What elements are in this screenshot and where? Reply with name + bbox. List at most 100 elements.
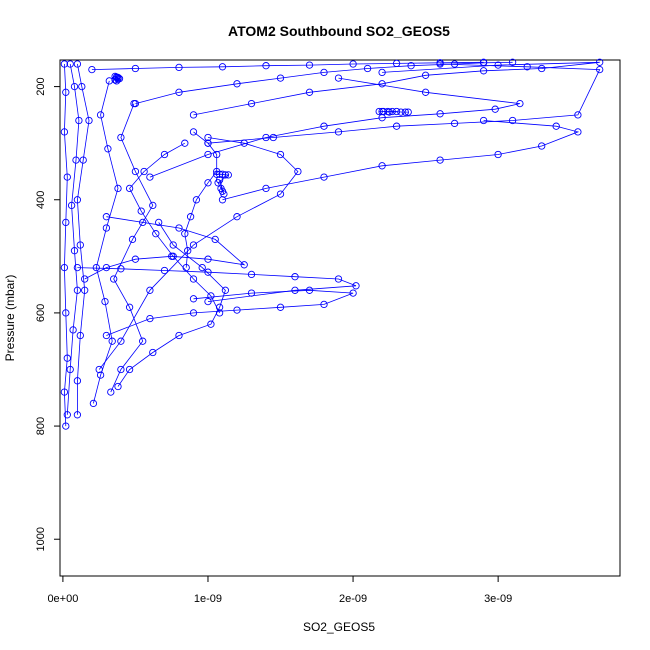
data-point (182, 263, 190, 272)
data-point (349, 60, 357, 68)
data-point (479, 58, 488, 66)
data-point (218, 170, 227, 178)
data-point (404, 108, 412, 116)
data-point (89, 399, 98, 408)
data-point (247, 289, 256, 297)
data-point (596, 65, 604, 74)
data-point (320, 122, 328, 130)
data-point (73, 196, 82, 204)
series-line-9 (222, 120, 580, 201)
data-point (538, 64, 546, 73)
data-point (215, 309, 224, 317)
data-point (168, 252, 176, 260)
series-line-4 (110, 103, 154, 393)
data-point (276, 303, 285, 311)
data-point (114, 382, 122, 391)
data-point (218, 196, 227, 204)
data-point (204, 139, 212, 147)
series-line-6 (129, 142, 220, 314)
data-point (494, 150, 502, 159)
data-point (60, 388, 69, 396)
data-point (152, 230, 160, 238)
data-point (92, 263, 100, 272)
y-axis-label: Pressure (mbar) (3, 275, 17, 362)
series-line-15 (77, 267, 357, 302)
data-point (218, 63, 227, 71)
data-point (294, 167, 302, 176)
series-line-5 (117, 222, 226, 387)
data-point (211, 235, 219, 244)
data-point (175, 331, 183, 340)
y-tick-label: 200 (35, 77, 47, 95)
data-point (189, 295, 198, 303)
data-point (85, 116, 93, 125)
data-point (215, 176, 224, 184)
data-point (140, 167, 148, 176)
data-point (479, 67, 488, 75)
series-line-11 (149, 77, 520, 178)
data-point (181, 230, 189, 238)
data-point (139, 218, 147, 227)
series-line-13 (135, 61, 513, 104)
chart-title: ATOM2 Southbound SO2_GEOS5 (228, 23, 450, 39)
data-point (110, 275, 118, 283)
data-point (276, 190, 285, 198)
data-point (189, 111, 198, 119)
data-point (117, 133, 125, 142)
x-tick-label: 2e-09 (339, 593, 367, 605)
data-point (334, 128, 343, 136)
data-point (73, 377, 82, 385)
data-point (60, 60, 69, 68)
data-point (516, 99, 524, 108)
data-point (131, 167, 140, 176)
data-point (450, 119, 459, 128)
data-point (117, 337, 125, 345)
data-point (96, 371, 105, 379)
data-point (62, 88, 70, 96)
data-point (247, 99, 256, 108)
data-point (66, 60, 74, 68)
series-line-8 (98, 137, 299, 370)
data-point (436, 156, 444, 164)
data-point (552, 122, 560, 130)
data-point (88, 65, 96, 74)
data-point (175, 63, 183, 72)
data-point (363, 64, 372, 73)
data-point (189, 128, 198, 136)
data-point (276, 150, 285, 159)
data-point (79, 156, 87, 164)
data-point (146, 314, 154, 323)
data-point (392, 59, 401, 68)
data-point (320, 173, 328, 181)
data-point (352, 282, 360, 290)
data-point (378, 80, 386, 88)
data-point (102, 213, 111, 221)
data-point (186, 213, 195, 221)
data-point (334, 74, 343, 82)
data-point (508, 116, 517, 125)
data-point (204, 150, 212, 159)
data-point (574, 128, 582, 136)
data-point (204, 179, 212, 187)
data-point (508, 58, 517, 66)
data-point (189, 309, 198, 317)
data-point (149, 348, 157, 357)
data-point (69, 326, 77, 334)
data-point (117, 365, 125, 374)
data-point (269, 133, 277, 142)
data-point (60, 128, 69, 136)
data-point (349, 289, 357, 297)
data-point (63, 411, 71, 419)
data-point (204, 297, 212, 306)
series-line-7 (184, 131, 218, 268)
data-point (128, 235, 137, 244)
y-tick-label: 800 (35, 417, 47, 435)
data-point (198, 263, 206, 272)
data-point (224, 171, 232, 179)
data-point (175, 88, 183, 96)
data-point (81, 275, 89, 283)
data-point (67, 201, 76, 210)
data-point (479, 116, 488, 125)
data-point (213, 150, 221, 159)
